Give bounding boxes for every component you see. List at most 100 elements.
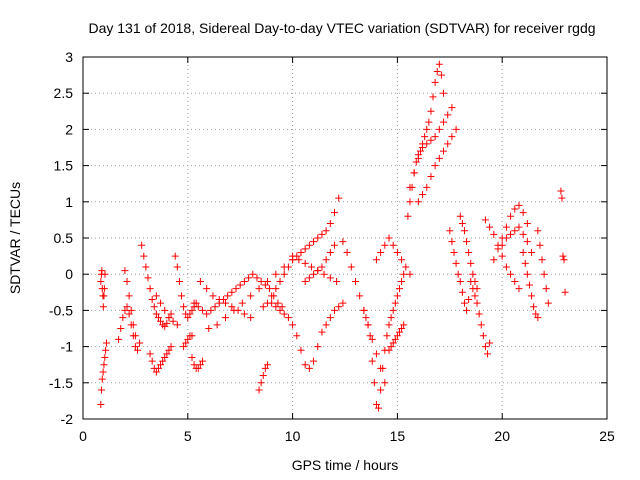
data-point	[245, 274, 253, 282]
data-point	[370, 379, 378, 387]
data-point	[310, 357, 318, 365]
series-arc-26	[446, 227, 473, 314]
data-point	[410, 169, 418, 177]
data-point	[387, 343, 395, 351]
data-point	[186, 310, 194, 318]
data-point	[222, 314, 230, 322]
data-point	[381, 241, 389, 249]
data-point	[278, 303, 286, 311]
data-point	[406, 270, 414, 278]
data-point	[301, 277, 309, 285]
data-point	[213, 321, 221, 329]
data-point	[402, 263, 410, 271]
data-point	[297, 248, 305, 256]
data-point	[188, 306, 196, 314]
data-point	[314, 267, 322, 275]
data-point	[498, 241, 506, 249]
data-point	[414, 198, 422, 206]
data-point	[142, 263, 150, 271]
data-point	[121, 306, 129, 314]
data-point	[148, 357, 156, 365]
data-point	[314, 343, 322, 351]
data-point	[182, 339, 190, 347]
data-point	[194, 364, 202, 372]
data-point	[255, 285, 263, 293]
data-point	[318, 263, 326, 271]
data-point	[133, 346, 141, 354]
data-point	[398, 277, 406, 285]
data-point	[101, 270, 109, 278]
data-point	[456, 212, 464, 220]
data-point	[519, 248, 527, 256]
series-arc-34	[557, 187, 569, 296]
data-point	[180, 343, 188, 351]
series-arc-30	[490, 201, 531, 264]
data-point	[169, 317, 177, 325]
data-point	[305, 274, 313, 282]
data-point	[98, 267, 106, 275]
data-point	[129, 321, 137, 329]
data-point	[423, 125, 431, 133]
data-point	[289, 252, 297, 260]
data-point	[305, 364, 313, 372]
data-point	[326, 274, 334, 282]
data-point	[276, 306, 284, 314]
data-point	[148, 296, 156, 304]
data-point	[484, 350, 492, 358]
data-point	[440, 89, 448, 97]
data-point	[479, 332, 487, 340]
series-arc-01	[97, 267, 109, 311]
data-point	[356, 292, 364, 300]
series-arc-24	[406, 104, 456, 191]
data-point	[372, 256, 380, 264]
data-point	[161, 306, 169, 314]
data-point	[393, 248, 401, 256]
data-point	[458, 288, 466, 296]
x-axis-label: GPS time / hours	[292, 457, 399, 473]
data-point	[232, 285, 240, 293]
data-point	[523, 238, 531, 246]
data-point	[165, 314, 173, 322]
data-point	[463, 238, 471, 246]
data-point	[511, 227, 519, 235]
series-arc-14	[255, 361, 271, 394]
data-point	[507, 212, 515, 220]
data-point	[391, 299, 399, 307]
series-arc-22	[385, 321, 408, 354]
y-tick-label: -0.5	[49, 302, 73, 318]
series-arc-29	[481, 216, 523, 293]
data-point	[389, 241, 397, 249]
data-point	[167, 343, 175, 351]
data-point	[414, 154, 422, 162]
data-point	[427, 107, 435, 115]
series-arc-20	[360, 270, 408, 412]
data-point	[295, 256, 303, 264]
data-point	[404, 212, 412, 220]
data-point	[154, 314, 162, 322]
data-point	[486, 339, 494, 347]
series-arc-32	[519, 248, 542, 322]
data-point	[322, 227, 330, 235]
data-point	[230, 306, 238, 314]
data-point	[444, 140, 452, 148]
data-point	[456, 277, 464, 285]
data-point	[102, 339, 110, 347]
series-arc-10	[190, 270, 286, 318]
series-arc-33	[534, 227, 552, 307]
data-point	[331, 209, 339, 217]
data-point	[469, 285, 477, 293]
data-point	[448, 238, 456, 246]
data-point	[331, 306, 339, 314]
data-point	[125, 292, 133, 300]
data-point	[146, 285, 154, 293]
data-point	[559, 252, 567, 260]
data-point	[249, 270, 257, 278]
series-arc-03	[115, 303, 144, 354]
series-arc-08	[171, 252, 200, 322]
data-point	[171, 252, 179, 260]
data-point	[121, 267, 129, 275]
data-point	[557, 187, 565, 195]
data-point	[102, 346, 110, 354]
